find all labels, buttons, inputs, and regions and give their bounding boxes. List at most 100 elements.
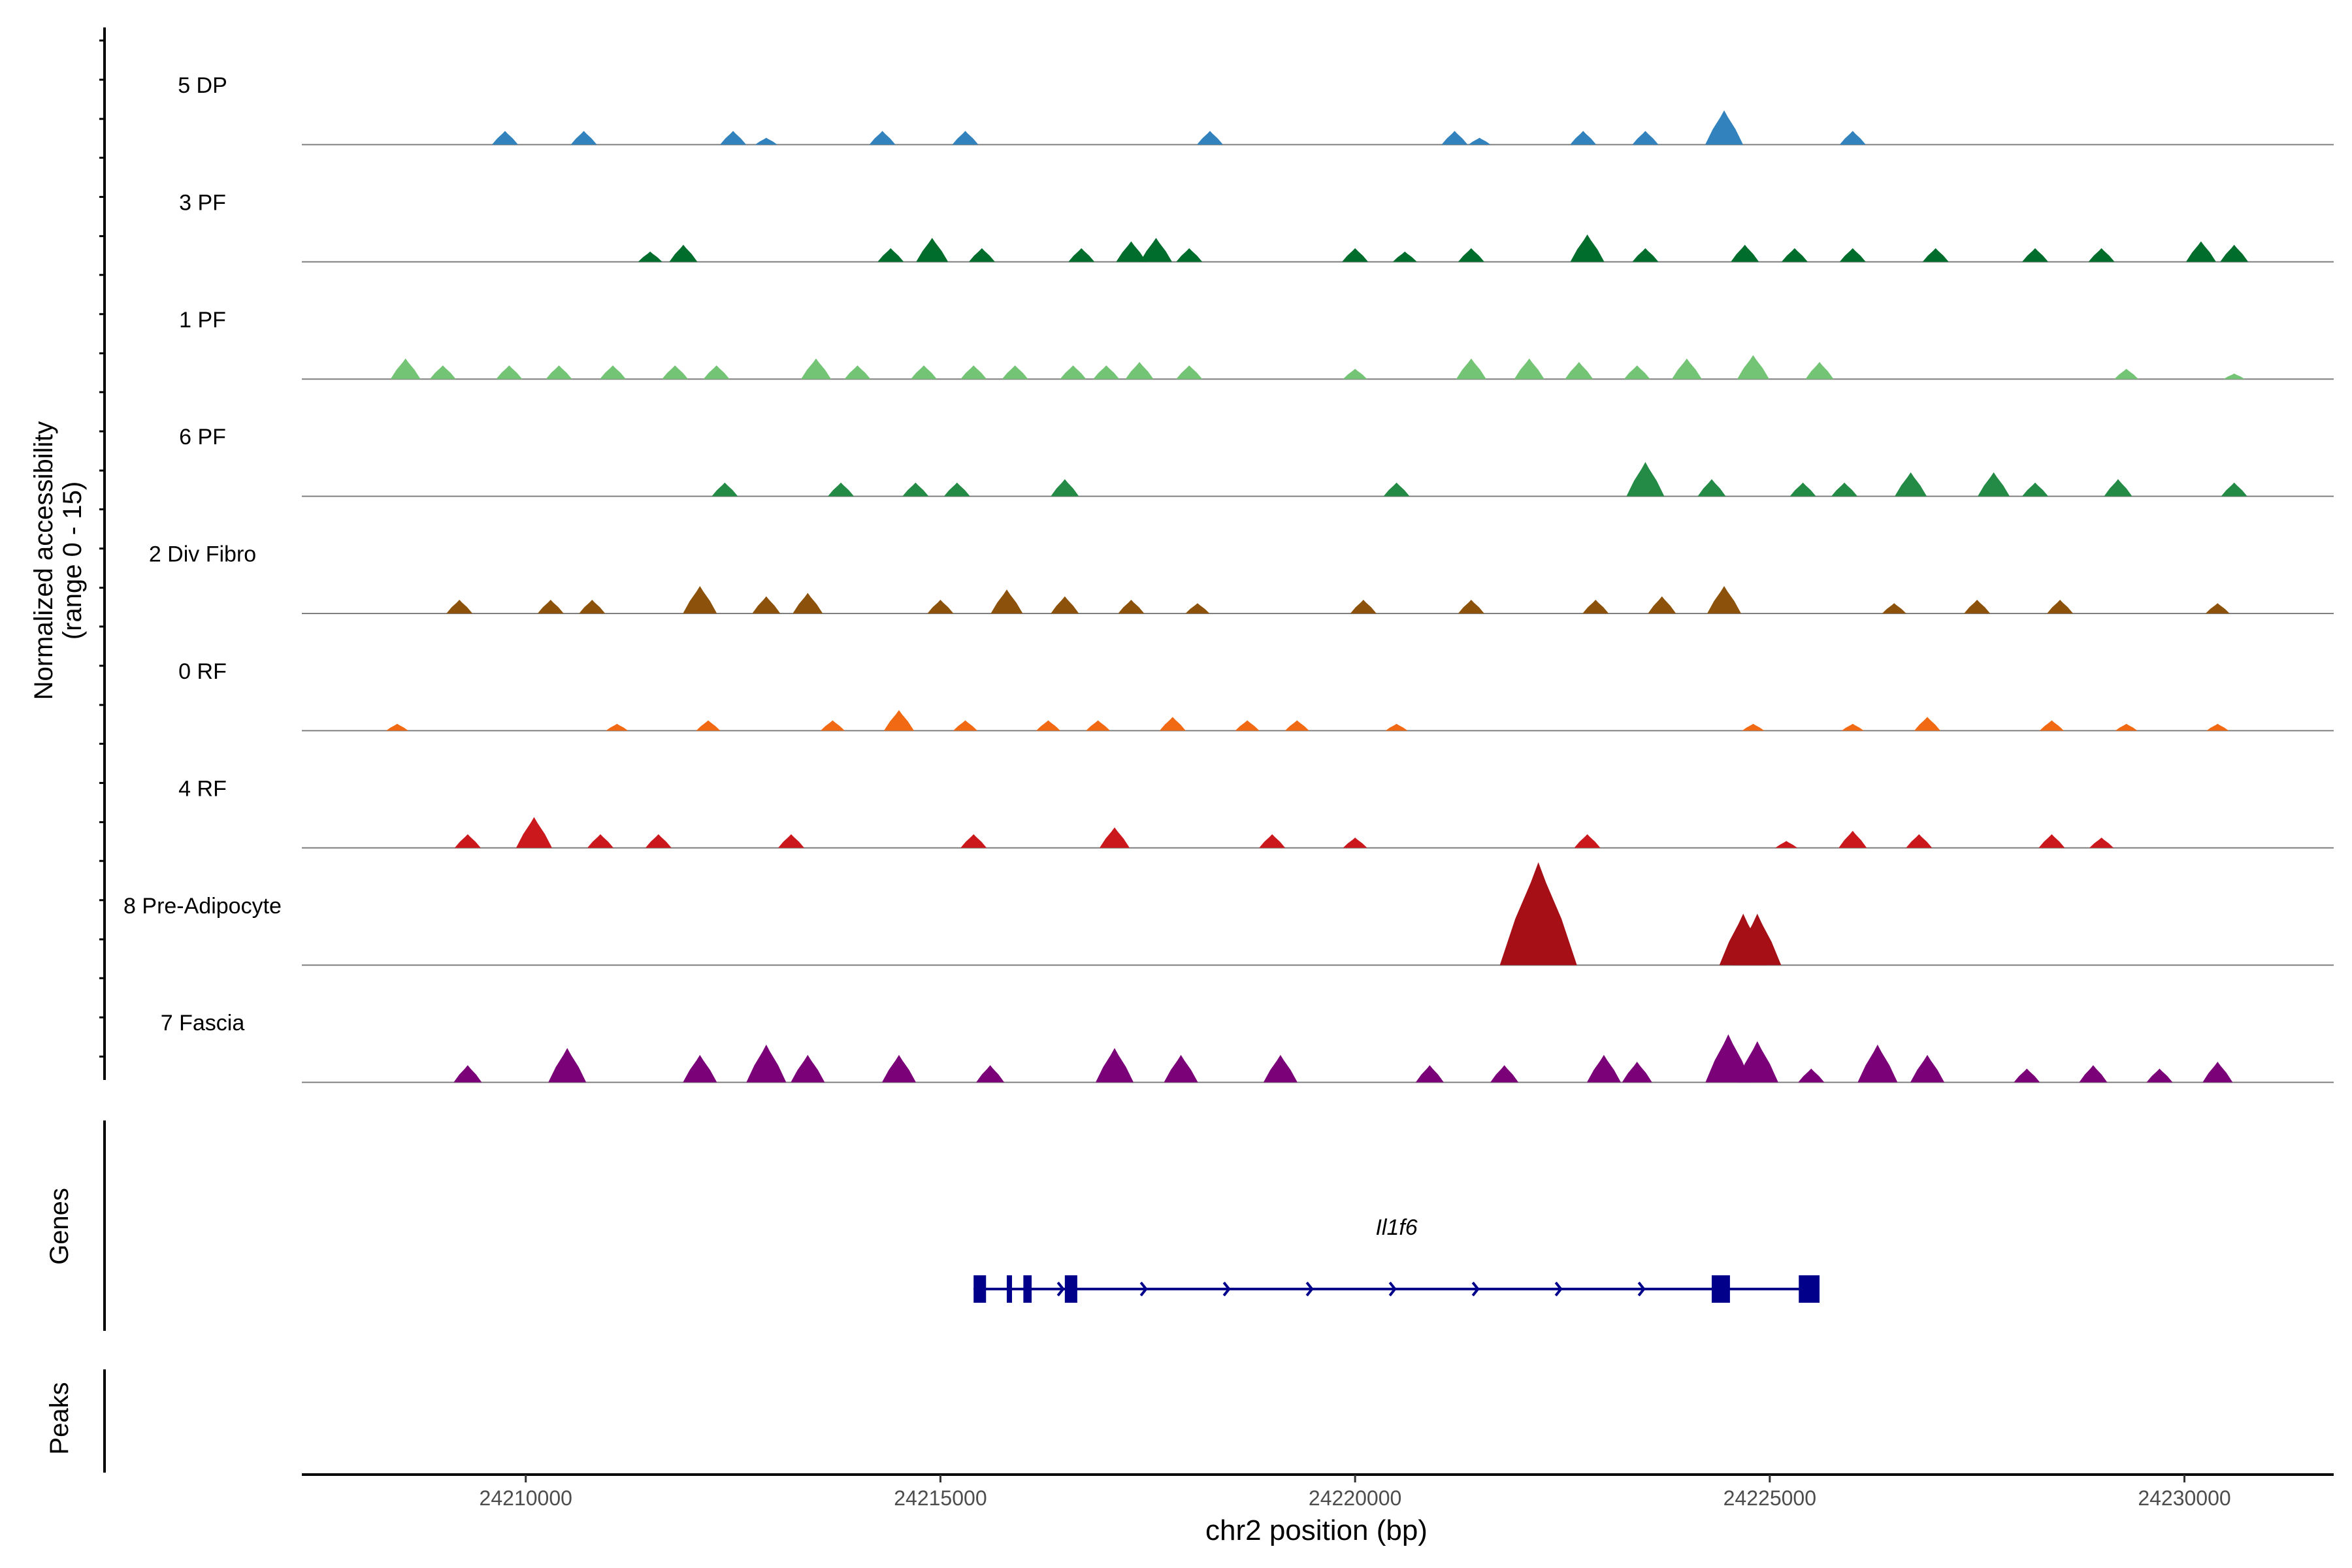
coverage-peak: [1839, 248, 1866, 262]
coverage-peak: [1096, 1048, 1134, 1083]
coverage-peak: [1733, 913, 1782, 966]
coverage-peak: [755, 137, 777, 145]
x-tick-label: 24210000: [480, 1486, 572, 1510]
strand-arrow: [1305, 1281, 1314, 1297]
x-axis: 24210000 24215000 24220000 24225000 24230000: [302, 1473, 2334, 1510]
coverage-peak: [1284, 720, 1309, 731]
coverage-peak: [792, 593, 823, 613]
gene-exon: [1799, 1275, 1820, 1303]
coverage-peak: [1632, 248, 1659, 262]
coverage-peak: [662, 365, 689, 380]
coverage-peak: [1831, 482, 1858, 497]
coverage-peak: [1392, 252, 1417, 262]
coverage-peak: [1857, 1044, 1898, 1083]
coverage-peak: [911, 365, 938, 380]
coverage-peak: [683, 1054, 717, 1083]
coverage-peak: [696, 720, 721, 731]
coverage-peak: [990, 589, 1023, 613]
coverage-peak: [1125, 361, 1154, 380]
track-label: 7 Fascia: [161, 1011, 245, 1036]
coverage-peak: [1624, 365, 1650, 380]
coverage-peak: [638, 252, 662, 262]
coverage-peak: [1626, 462, 1665, 497]
coverage-tracks: 5 DP 3 PF 1 PF 6 PF 2 Div Fibro 0 RF 4 RF 8 Pre…: [99, 27, 2334, 1083]
coverage-peak: [1456, 358, 1486, 380]
coverage-peak: [1574, 834, 1601, 848]
x-tick-label: 24220000: [1309, 1486, 1401, 1510]
coverage-peak: [2104, 479, 2132, 497]
coverage-peak: [2115, 723, 2138, 731]
coverage-peak: [968, 248, 995, 262]
coverage-peak: [953, 720, 978, 731]
coverage-peak: [454, 834, 481, 848]
coverage-peak: [703, 365, 730, 380]
coverage-peak: [1116, 241, 1147, 262]
coverage-peak: [1914, 717, 1940, 731]
coverage-peak: [2206, 723, 2229, 731]
coverage-peak: [1671, 358, 1702, 380]
coverage-peak: [1514, 358, 1544, 380]
gene-exon: [1711, 1275, 1730, 1303]
track-3-pf: 3 PF: [179, 190, 2334, 263]
coverage-peak: [1906, 834, 1933, 848]
coverage-peak: [1570, 234, 1605, 262]
track-label: 6 PF: [179, 425, 226, 449]
coverage-peak: [2185, 241, 2216, 262]
coverage-peak: [1805, 361, 1834, 380]
coverage-peak: [960, 365, 987, 380]
coverage-peak: [1499, 862, 1577, 966]
coverage-peak: [828, 482, 855, 497]
coverage-peak: [587, 834, 613, 848]
coverage-peak: [1705, 1034, 1752, 1083]
coverage-peak: [960, 834, 987, 848]
track-7-fascia: 7 Fascia: [161, 1011, 2334, 1083]
coverage-peak: [943, 482, 970, 497]
coverage-peak: [1622, 1062, 1652, 1083]
coverage-peak: [2223, 373, 2246, 380]
coverage-peak: [1632, 131, 1659, 145]
genes-track: Il1f6: [103, 1120, 1820, 1331]
coverage-peak: [1051, 479, 1079, 497]
coverage-peak: [1164, 1054, 1198, 1083]
track-label: 1 PF: [179, 308, 226, 333]
coverage-peak: [877, 248, 904, 262]
track-0-rf: 0 RF: [178, 659, 2334, 732]
peaks-track-label: Peaks: [45, 1382, 74, 1454]
coverage-peak: [2022, 248, 2049, 262]
coverage-peak: [515, 817, 552, 848]
coverage-peak: [844, 365, 871, 380]
track-1-pf: 1 PF: [179, 308, 2334, 380]
coverage-peak: [2205, 603, 2230, 613]
coverage-peak: [1978, 472, 2010, 497]
coverage-peak: [2221, 482, 2247, 497]
track-2-div-fibro: 2 Div Fibro: [149, 542, 2334, 614]
coverage-peak: [1458, 600, 1484, 613]
x-tick-label: 24225000: [1723, 1486, 1816, 1510]
coverage-peak: [1185, 603, 1210, 613]
coverage-peak: [1490, 1065, 1519, 1083]
coverage-peak: [746, 1044, 787, 1083]
coverage-peak: [976, 1065, 1005, 1083]
coverage-peak: [2114, 368, 2139, 380]
gene-exon: [1023, 1275, 1032, 1303]
coverage-peak: [1468, 137, 1491, 145]
track-6-pf: 6 PF: [179, 425, 2334, 497]
coverage-peak: [1789, 482, 1816, 497]
coverage-peak: [1441, 131, 1468, 145]
strand-arrow: [1471, 1281, 1480, 1297]
x-tick-label: 24215000: [894, 1486, 987, 1510]
coverage-peak: [2088, 248, 2115, 262]
coverage-peak: [2022, 482, 2049, 497]
coverage-peak: [570, 131, 597, 145]
coverage-peak: [1458, 248, 1484, 262]
coverage-peak: [1731, 244, 1759, 262]
gene-exon: [973, 1275, 987, 1303]
coverage-peak: [579, 600, 606, 613]
coverage-peak: [1263, 1054, 1298, 1083]
track-label: 8 Pre-Adipocyte: [123, 894, 282, 919]
coverage-peak: [2146, 1068, 2173, 1083]
track-5-dp: 5 DP: [178, 73, 2334, 146]
coverage-peak: [881, 1054, 916, 1083]
coverage-peak: [1036, 720, 1060, 731]
coverage-peak: [492, 131, 518, 145]
